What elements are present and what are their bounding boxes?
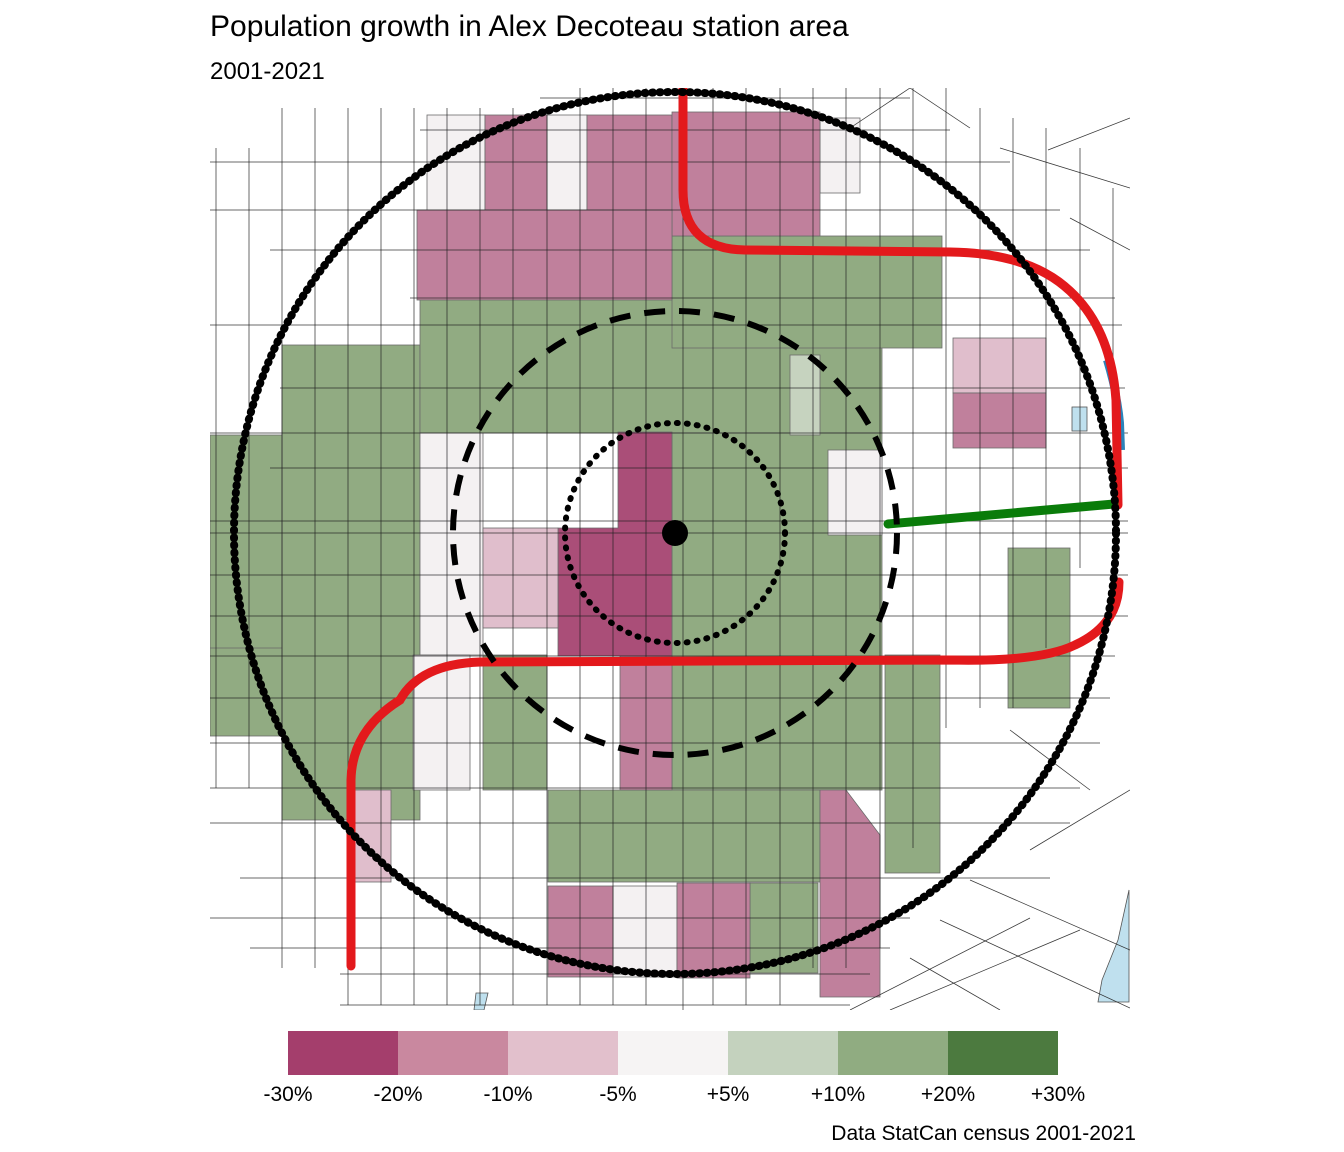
legend-swatch-1 <box>398 1031 508 1075</box>
parcel <box>789 354 821 436</box>
parcel <box>612 885 678 978</box>
parcel <box>1007 547 1071 709</box>
legend-break-label: +5% <box>706 1083 750 1106</box>
parcel <box>547 789 821 883</box>
parcel <box>827 449 883 536</box>
red-route-south <box>346 577 1124 971</box>
parcel <box>210 647 283 737</box>
parcel <box>884 654 941 874</box>
legend: -30% -20% -10% -5% +5% +10% +20% +30% <box>263 1031 1085 1115</box>
legend-swatch-6 <box>948 1031 1058 1075</box>
legend-colorbar <box>288 1031 1058 1075</box>
legend-break-label: -30% <box>263 1083 313 1106</box>
buffer-inner-ring <box>562 420 788 646</box>
legend-break-label: -10% <box>483 1083 533 1106</box>
street-line <box>909 88 971 129</box>
legend-break-label: -5% <box>599 1083 637 1106</box>
street-line <box>969 879 1130 951</box>
street-line <box>1069 217 1130 251</box>
street-line <box>939 919 1130 1009</box>
parcel <box>952 337 1047 394</box>
water-body <box>473 992 489 1010</box>
parcel <box>482 654 548 791</box>
parcel <box>952 392 1047 449</box>
parcel <box>416 209 673 301</box>
plot-subtitle: 2001-2021 <box>210 58 325 85</box>
parcel <box>819 789 881 998</box>
street-line <box>909 957 1001 1010</box>
street-line <box>849 917 1031 1010</box>
legend-swatch-0 <box>288 1031 398 1075</box>
street-line <box>889 929 1081 1010</box>
legend-swatch-2 <box>508 1031 618 1075</box>
street-line <box>1047 117 1130 151</box>
water-body <box>1071 406 1088 432</box>
street-line <box>1029 789 1130 851</box>
parcel <box>210 434 283 651</box>
station-marker <box>662 520 688 546</box>
street-line <box>999 147 1130 189</box>
legend-break-label: -20% <box>373 1083 423 1106</box>
map-canvas <box>210 88 1130 1010</box>
street-line <box>849 88 911 129</box>
plot-title: Population growth in Alex Decoteau stati… <box>210 10 849 43</box>
water-body <box>1097 889 1130 1003</box>
green-route <box>883 499 1119 529</box>
buffer-middle-ring <box>450 308 900 758</box>
legend-swatch-3 <box>618 1031 728 1075</box>
legend-swatch-4 <box>728 1031 838 1075</box>
parcel <box>482 527 559 629</box>
buffer-outer-ring <box>230 88 1120 978</box>
legend-break-label: +10% <box>810 1083 866 1106</box>
legend-break-label: +20% <box>920 1083 976 1106</box>
parcel <box>557 431 673 657</box>
legend-labels: -30% -20% -10% -5% +5% +10% +20% +30% <box>263 1083 1085 1111</box>
caption: Data StatCan census 2001-2021 <box>831 1122 1136 1145</box>
legend-break-label: +30% <box>1030 1083 1086 1106</box>
parcel <box>281 344 421 821</box>
parcel <box>676 882 751 979</box>
legend-swatch-5 <box>838 1031 948 1075</box>
